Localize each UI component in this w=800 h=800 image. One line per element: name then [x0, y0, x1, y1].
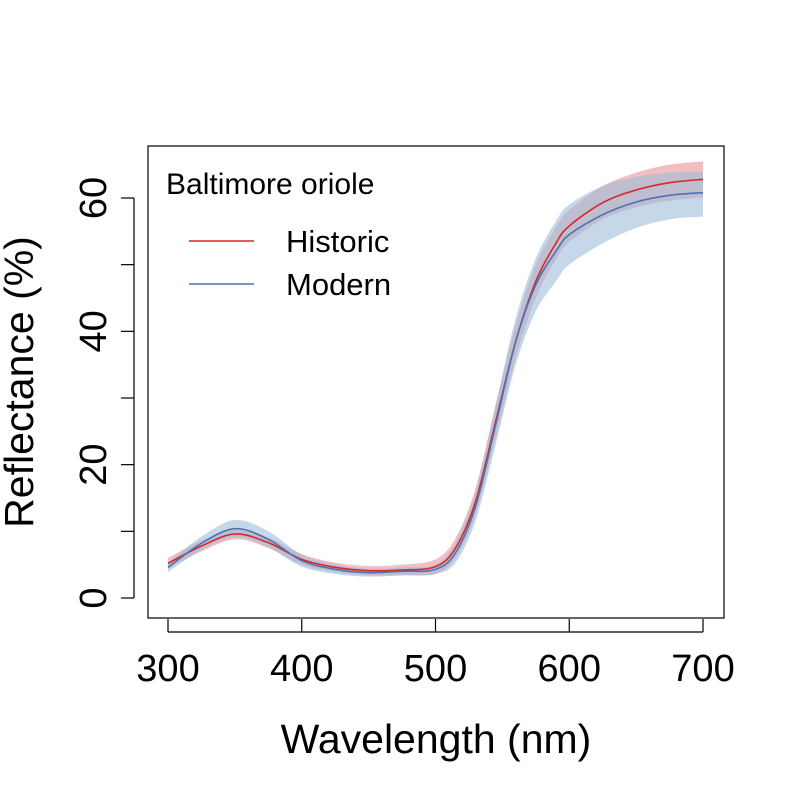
x-tick-label: 700	[671, 648, 734, 690]
legend-title: Baltimore oriole	[166, 168, 374, 201]
legend-label-modern: Modern	[286, 267, 391, 302]
y-tick-label: 0	[73, 587, 115, 608]
y-tick-label: 20	[73, 444, 115, 486]
y-tick-label: 60	[73, 177, 115, 219]
y-tick-label: 40	[73, 310, 115, 352]
band-modern	[168, 171, 703, 577]
x-tick-label: 500	[404, 648, 467, 690]
line-modern	[167, 191, 704, 574]
x-tick-label: 600	[538, 648, 601, 690]
line-historic	[167, 178, 704, 572]
legend-label-historic: Historic	[286, 224, 389, 259]
legend: Historic Modern	[189, 224, 391, 302]
x-tick-label: 300	[136, 648, 199, 690]
series-lines	[167, 178, 704, 574]
x-tick-label: 400	[270, 648, 333, 690]
confidence-bands	[168, 161, 703, 577]
x-axis-label: Wavelength (nm)	[281, 716, 592, 762]
y-axis-label: Reflectance (%)	[0, 236, 42, 528]
plot-frame	[147, 145, 725, 619]
axes: 300 400 500 600 700 0 20 40 60	[73, 177, 735, 690]
